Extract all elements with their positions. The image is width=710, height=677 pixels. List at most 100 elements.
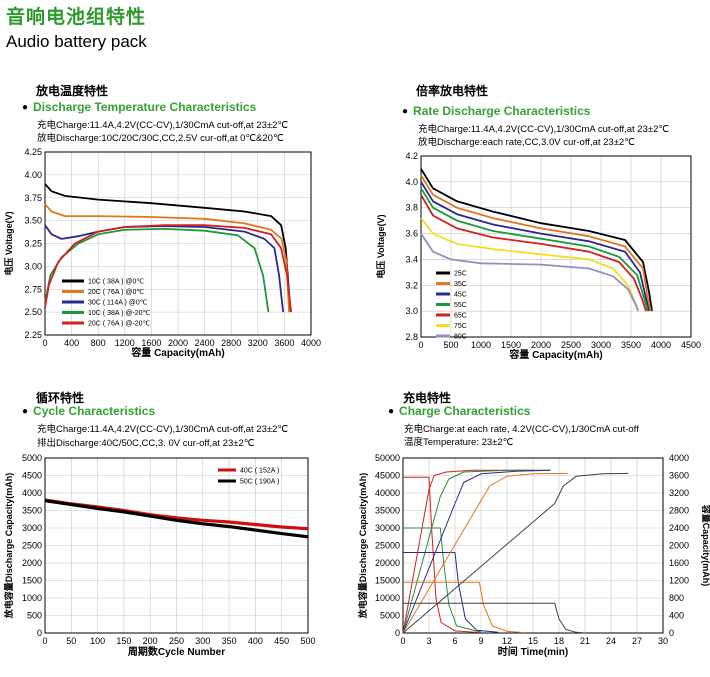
- rate-legend-label: 55C: [454, 302, 467, 309]
- rate-y-tick: 3.4: [405, 254, 418, 264]
- rate-x-tick: 4500: [681, 340, 701, 350]
- charge-y-tick: 40000: [375, 488, 400, 498]
- rate-y-tick: 3.6: [405, 229, 418, 239]
- rate-legend-label: 75C: [454, 323, 467, 330]
- rate-x-tick: 4000: [651, 340, 671, 350]
- temp-x-tick: 1600: [141, 338, 161, 348]
- cycle-legend-label: 50C ( 190A ): [240, 479, 279, 486]
- temp-x-tick: 800: [91, 338, 106, 348]
- rate-discharge-heading-en: Rate Discharge Characteristics: [402, 104, 590, 118]
- rate-discharge-condition-1: 充电Charge:11.4A,4.2V(CC-CV),1/30CmA cut-o…: [418, 124, 670, 135]
- cycle-plot-frame: [44, 457, 309, 634]
- rate-x-tick: 2000: [531, 340, 551, 350]
- rate-x-tick: 500: [443, 340, 458, 350]
- cycle-y-tick: 3000: [22, 523, 42, 533]
- cycle-x-axis-label: 周期数Cycle Number: [128, 645, 225, 658]
- charge-x-tick: 6: [452, 636, 457, 646]
- charge-y2-tick: 1200: [669, 576, 689, 586]
- temp-series-line: [44, 224, 292, 313]
- temp-y-tick: 3.75: [24, 193, 42, 203]
- rate-y-tick: 3.8: [405, 203, 418, 213]
- temp-y-tick: 2.75: [24, 284, 42, 294]
- charge-y-tick: 5000: [380, 611, 400, 621]
- charge-y2-tick: 3600: [669, 471, 689, 481]
- rate-legend-label: 65C: [454, 313, 467, 320]
- charge-y-tick: 50000: [375, 453, 400, 463]
- cycle-y-tick: 1500: [22, 576, 42, 586]
- temp-y-tick: 4.25: [24, 147, 42, 157]
- charge-y2-tick: 3200: [669, 488, 689, 498]
- temp-legend-label: 10C ( 38A ) @-20℃: [88, 310, 151, 317]
- charge-x-tick: 9: [478, 636, 483, 646]
- cycle-legend-label: 40C ( 152A ): [240, 468, 279, 475]
- rate-series-line: [420, 217, 640, 312]
- temp-x-tick: 2800: [221, 338, 241, 348]
- charge-x-tick: 27: [632, 636, 642, 646]
- charge-series-line: [403, 476, 482, 634]
- charge-series-line: [403, 581, 525, 634]
- cycle-x-tick: 50: [66, 636, 76, 646]
- charge-y-tick: 45000: [375, 471, 400, 481]
- rate-series-line: [420, 194, 647, 312]
- charge-y-tick: 10000: [375, 593, 400, 603]
- discharge-temp-heading-en: Discharge Temperature Characteristics: [22, 100, 256, 114]
- rate-x-tick: 1500: [501, 340, 521, 350]
- charge-condition-1: 充电Charge:at each rate, 4.2V(CC-CV),1/30C…: [404, 424, 639, 435]
- temp-y-tick: 4.00: [24, 170, 42, 180]
- cycle-x-tick: 0: [42, 636, 47, 646]
- temp-series-line: [44, 224, 284, 313]
- temp-series-line: [44, 203, 290, 313]
- charge-y2-tick: 1600: [669, 558, 689, 568]
- temp-plot-frame: [44, 151, 312, 336]
- temp-x-tick: 4000: [301, 338, 321, 348]
- cycle-y-tick: 4000: [22, 488, 42, 498]
- charge-y-tick: 25000: [375, 541, 400, 551]
- temp-x-tick: 2000: [168, 338, 188, 348]
- rate-y-tick: 3.0: [405, 306, 418, 316]
- cycle-y-tick: 0: [37, 628, 42, 638]
- cycle-condition-2: 排出Discharge:40C/50C,CC,3. 0V cur-off,at …: [37, 438, 255, 449]
- rate-y-tick: 3.2: [405, 280, 418, 290]
- charge-y2-tick: 4000: [669, 453, 689, 463]
- charge-x-tick: 18: [554, 636, 564, 646]
- cycle-heading-en: Cycle Characteristics: [22, 404, 155, 418]
- charge-y-axis-label: 放电容量Discharge Capacity(mAh): [357, 473, 368, 620]
- charge-y2-tick: 0: [669, 628, 674, 638]
- temp-legend-label: 10C ( 38A ) @0℃: [88, 279, 144, 286]
- rate-series-line: [420, 168, 653, 312]
- charge-x-axis-label: 时间 Time(min): [498, 645, 568, 658]
- charge-y-tick: 35000: [375, 506, 400, 516]
- temp-x-tick: 400: [64, 338, 79, 348]
- temp-legend-label: 20C ( 76A ) @-20℃: [88, 321, 151, 328]
- discharge-temp-condition-1: 充电Charge:11.4A,4.2V(CC-CV),1/30CmA cut-o…: [37, 120, 289, 131]
- temp-y-tick: 3.25: [24, 239, 42, 249]
- charge-series-line: [402, 469, 551, 634]
- rate-series-line: [420, 187, 649, 312]
- temp-x-tick: 3600: [274, 338, 294, 348]
- rate-series-line: [420, 174, 652, 312]
- temp-legend-label: 30C ( 114A ) @0℃: [88, 300, 148, 307]
- rate-y-tick: 4.2: [405, 151, 418, 161]
- temp-y-tick: 3.50: [24, 216, 42, 226]
- temp-y-tick: 2.50: [24, 307, 42, 317]
- charge-condition-2: 温度Temperature: 23±2℃: [404, 437, 514, 448]
- temp-y-tick: 2.25: [24, 330, 42, 340]
- rate-discharge-heading-cn: 倍率放电特性: [416, 84, 489, 98]
- charge-y2-tick: 2800: [669, 506, 689, 516]
- charge-x-tick: 12: [502, 636, 512, 646]
- rate-legend-label: 80C: [454, 334, 467, 341]
- temp-x-tick: 2400: [195, 338, 215, 348]
- cycle-y-tick: 5000: [22, 453, 42, 463]
- cycle-y-tick: 3500: [22, 506, 42, 516]
- temp-x-tick: 3200: [248, 338, 268, 348]
- cycle-y-tick: 4500: [22, 471, 42, 481]
- charge-y2-tick: 800: [669, 593, 684, 603]
- charge-y-tick: 15000: [375, 576, 400, 586]
- cycle-y-tick: 500: [27, 611, 42, 621]
- cycle-x-tick: 500: [300, 636, 315, 646]
- rate-x-tick: 3000: [591, 340, 611, 350]
- rate-legend-label: 35C: [454, 281, 467, 288]
- charge-y2-axis-label: 容量Capacity(mAh): [701, 504, 710, 587]
- charge-x-tick: 24: [606, 636, 616, 646]
